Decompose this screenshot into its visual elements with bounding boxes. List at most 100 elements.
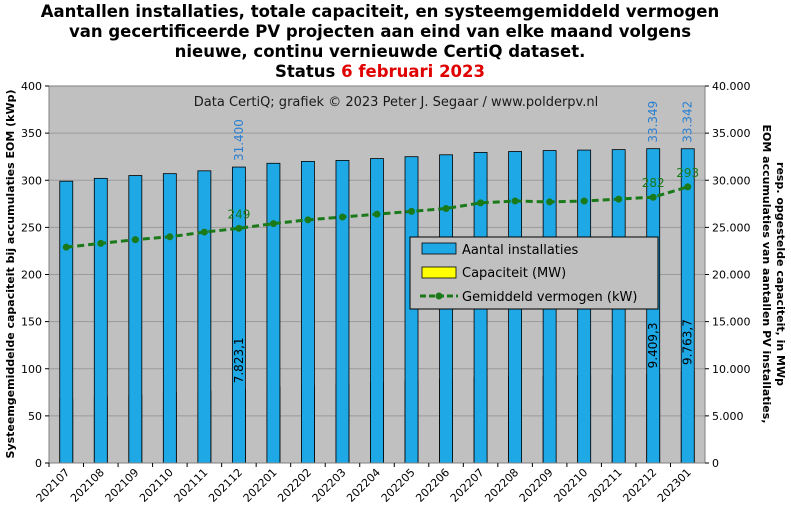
right-tick-label: 40.000 bbox=[712, 80, 751, 93]
x-tick-label: 202211 bbox=[586, 466, 625, 505]
bar-installaties bbox=[59, 180, 74, 464]
bar-installaties bbox=[197, 170, 212, 464]
bar-installaties bbox=[93, 177, 108, 464]
left-tick-label: 350 bbox=[21, 127, 42, 140]
right-axis: 0 5.000 10.000 15.000 20.000 25.000 30.000 35.0… bbox=[705, 80, 751, 470]
x-tick-label: 202206 bbox=[413, 466, 452, 505]
x-tick-label: 202212 bbox=[620, 466, 659, 505]
label-installaties: 33.342 bbox=[681, 101, 695, 143]
label-gemiddeld: 249 bbox=[227, 207, 250, 221]
label-installaties: 33.349 bbox=[646, 101, 660, 143]
left-tick-label: 50 bbox=[28, 410, 42, 423]
x-tick-label: 202301 bbox=[655, 466, 694, 505]
chart-title: Aantallen installaties, totale capacitei… bbox=[0, 2, 760, 82]
bar-installaties bbox=[370, 158, 384, 464]
point-gemiddeld-vermogen bbox=[477, 199, 485, 207]
x-tick-label: 202112 bbox=[206, 466, 245, 505]
right-tick-label: 10.000 bbox=[712, 363, 751, 376]
status-date: 6 februari 2023 bbox=[341, 62, 485, 81]
point-gemiddeld-vermogen bbox=[615, 195, 623, 203]
point-gemiddeld-vermogen bbox=[97, 239, 105, 247]
data-labels: 31.400 33.349 33.342 7.823,1 9.409,3 9.763,7 2… bbox=[227, 101, 699, 384]
point-gemiddeld-vermogen bbox=[62, 243, 70, 251]
title-line-1: Aantallen installaties, totale capacitei… bbox=[40, 2, 720, 21]
right-tick-label: 5.000 bbox=[712, 410, 744, 423]
right-axis-label-line2: resp. opgestelde capaciteit, in MWp bbox=[774, 162, 787, 386]
point-gemiddeld-vermogen bbox=[338, 213, 346, 221]
legend-label-capaciteit: Capaciteit (MW) bbox=[462, 266, 566, 281]
label-gemiddeld: 293 bbox=[676, 166, 699, 180]
left-tick-label: 200 bbox=[21, 269, 42, 282]
x-tick-label: 202202 bbox=[275, 466, 314, 505]
x-axis: 2021072021082021092021102021112021122022… bbox=[33, 463, 694, 505]
label-capaciteit: 9.763,7 bbox=[681, 319, 695, 365]
x-tick-label: 202111 bbox=[172, 466, 211, 505]
legend: Aantal installaties Capaciteit (MW) Gemi… bbox=[409, 236, 659, 310]
right-tick-label: 0 bbox=[712, 457, 719, 470]
right-tick-label: 20.000 bbox=[712, 269, 751, 282]
legend-swatch-installaties bbox=[421, 242, 457, 255]
label-capaciteit: 7.823,1 bbox=[232, 337, 246, 383]
x-tick-label: 202107 bbox=[33, 466, 72, 505]
point-gemiddeld-vermogen bbox=[408, 207, 416, 215]
point-gemiddeld-vermogen bbox=[684, 183, 692, 191]
legend-swatch-capaciteit bbox=[421, 266, 457, 279]
x-tick-label: 202205 bbox=[379, 466, 418, 505]
left-tick-label: 250 bbox=[21, 221, 42, 234]
left-tick-label: 150 bbox=[21, 316, 42, 329]
right-tick-label: 15.000 bbox=[712, 316, 751, 329]
point-gemiddeld-vermogen bbox=[511, 197, 519, 205]
x-tick-label: 202110 bbox=[137, 466, 176, 505]
point-gemiddeld-vermogen bbox=[235, 224, 243, 232]
point-gemiddeld-vermogen bbox=[131, 236, 139, 244]
x-tick-label: 202203 bbox=[310, 466, 349, 505]
left-axis-label: Systeemgemiddelde capaciteit bij accumul… bbox=[4, 89, 17, 458]
x-tick-label: 202108 bbox=[68, 466, 107, 505]
gemiddeld-vermogen-line bbox=[62, 183, 692, 251]
left-tick-label: 300 bbox=[21, 174, 42, 187]
right-tick-label: 30.000 bbox=[712, 174, 751, 187]
left-tick-label: 400 bbox=[21, 80, 42, 93]
point-gemiddeld-vermogen bbox=[649, 193, 657, 201]
x-tick-label: 202208 bbox=[482, 466, 521, 505]
label-capaciteit: 9.409,3 bbox=[646, 323, 660, 369]
left-axis: 0 50 100 150 200 250 300 350 400 bbox=[21, 80, 49, 470]
point-gemiddeld-vermogen bbox=[442, 205, 450, 213]
bar-installaties bbox=[680, 148, 695, 464]
left-tick-label: 0 bbox=[35, 457, 42, 470]
x-tick-label: 202109 bbox=[103, 466, 142, 505]
right-tick-label: 25.000 bbox=[712, 221, 751, 234]
point-gemiddeld-vermogen bbox=[304, 216, 312, 224]
point-gemiddeld-vermogen bbox=[269, 220, 277, 228]
credit-text: Data CertiQ; grafiek © 2023 Peter J. Seg… bbox=[194, 95, 598, 110]
bar-installaties bbox=[301, 160, 315, 464]
left-tick-label: 100 bbox=[21, 363, 42, 376]
x-tick-label: 202201 bbox=[241, 466, 280, 505]
status-prefix: Status bbox=[275, 62, 342, 81]
right-tick-label: 35.000 bbox=[712, 127, 751, 140]
x-tick-label: 202207 bbox=[448, 466, 487, 505]
right-axis-label-line1: EOM accumulaties van aantallen PV instal… bbox=[760, 125, 773, 424]
label-installaties: 31.400 bbox=[232, 119, 246, 161]
point-gemiddeld-vermogen bbox=[200, 228, 208, 236]
point-gemiddeld-vermogen bbox=[166, 233, 174, 241]
bar-installaties bbox=[266, 162, 281, 464]
x-tick-label: 202204 bbox=[344, 466, 383, 505]
bar-installaties bbox=[404, 156, 419, 464]
legend-label-gemiddeld: Gemiddeld vermogen (kW) bbox=[462, 290, 637, 305]
point-gemiddeld-vermogen bbox=[373, 210, 381, 218]
bar-installaties bbox=[162, 173, 177, 464]
point-gemiddeld-vermogen bbox=[546, 198, 554, 206]
title-line-3: nieuwe, continu vernieuwde CertiQ datase… bbox=[174, 42, 586, 61]
legend-swatch-gemiddeld-marker bbox=[435, 292, 443, 300]
x-tick-label: 202210 bbox=[551, 466, 590, 505]
title-line-2: van gecertificeerde PV projecten aan ein… bbox=[68, 22, 692, 41]
point-gemiddeld-vermogen bbox=[580, 197, 588, 205]
title-status: Status 6 februari 2023 bbox=[0, 62, 760, 82]
label-gemiddeld: 282 bbox=[642, 176, 665, 190]
x-tick-label: 202209 bbox=[517, 466, 556, 505]
legend-label-installaties: Aantal installaties bbox=[462, 243, 578, 258]
bar-installaties bbox=[128, 175, 143, 464]
bar-installaties bbox=[335, 160, 350, 464]
